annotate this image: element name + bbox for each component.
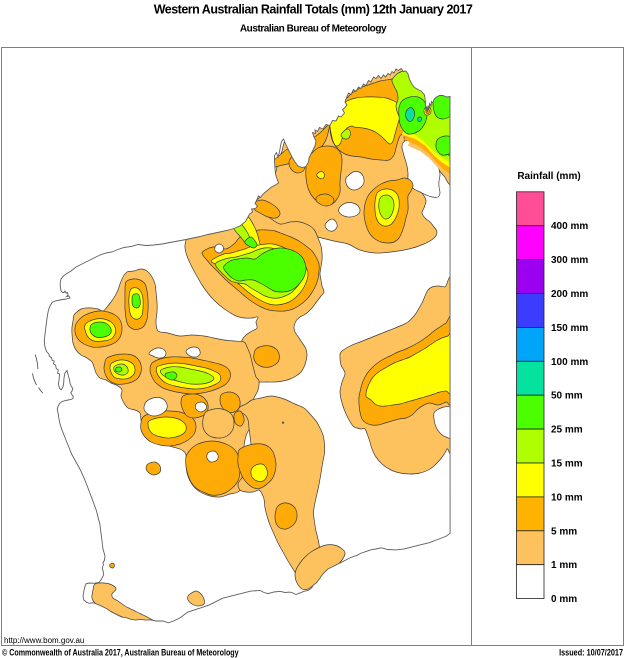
- svg-text:1 mm: 1 mm: [551, 560, 577, 571]
- svg-text:10 mm: 10 mm: [551, 492, 583, 503]
- svg-text:200 mm: 200 mm: [551, 289, 588, 300]
- svg-text:15 mm: 15 mm: [551, 459, 583, 470]
- svg-text:0 mm: 0 mm: [551, 594, 577, 605]
- svg-text:Issued: 10/07/2017: Issued: 10/07/2017: [559, 648, 623, 658]
- svg-text:http://www.bom.gov.au: http://www.bom.gov.au: [4, 636, 84, 645]
- svg-text:400 mm: 400 mm: [551, 221, 588, 232]
- svg-text:100 mm: 100 mm: [551, 357, 588, 368]
- svg-text:25 mm: 25 mm: [551, 425, 583, 436]
- svg-text:300 mm: 300 mm: [551, 255, 588, 266]
- svg-text:© Commonwealth of Australia 20: © Commonwealth of Australia 2017, Austra…: [2, 648, 239, 658]
- svg-text:Rainfall (mm): Rainfall (mm): [517, 171, 580, 182]
- svg-text:150 mm: 150 mm: [551, 323, 588, 334]
- svg-text:50 mm: 50 mm: [551, 391, 583, 402]
- svg-text:Australian Bureau of Meteorolo: Australian Bureau of Meteorology: [240, 24, 387, 35]
- svg-text:5 mm: 5 mm: [551, 526, 577, 537]
- svg-text:Western Australian Rainfall To: Western Australian Rainfall Totals (mm) …: [154, 3, 473, 17]
